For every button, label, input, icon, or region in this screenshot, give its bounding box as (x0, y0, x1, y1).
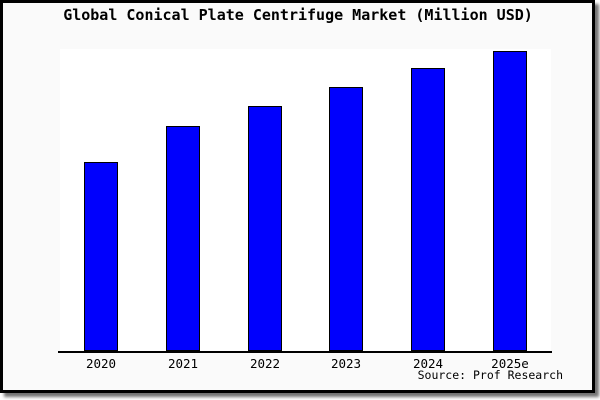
x-axis-line (58, 351, 552, 353)
chart-title: Global Conical Plate Centrifuge Market (… (63, 6, 533, 24)
x-tick-label-2025e: 2025e (491, 356, 529, 371)
bar-2024 (411, 68, 445, 351)
bar-2020 (84, 162, 118, 351)
plot-area (60, 49, 551, 351)
x-axis-tick-labels: 2020 2021 2022 2023 2024 2025e (60, 356, 551, 372)
x-tick-label-2023: 2023 (330, 356, 362, 371)
x-tick-label-2024: 2024 (412, 356, 444, 371)
x-tick-label-2020: 2020 (85, 356, 117, 371)
bar-2023 (329, 87, 363, 351)
x-tick-label-2022: 2022 (249, 356, 281, 371)
bar-2022 (248, 106, 282, 351)
x-tick-label-2021: 2021 (167, 356, 199, 371)
source-credit: Source: Prof Research (417, 368, 563, 382)
bar-2021 (166, 126, 200, 351)
bar-2025e (493, 51, 527, 351)
